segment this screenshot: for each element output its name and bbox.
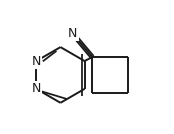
Text: N: N <box>32 82 41 95</box>
Text: N: N <box>32 55 41 68</box>
Text: N: N <box>68 27 78 40</box>
